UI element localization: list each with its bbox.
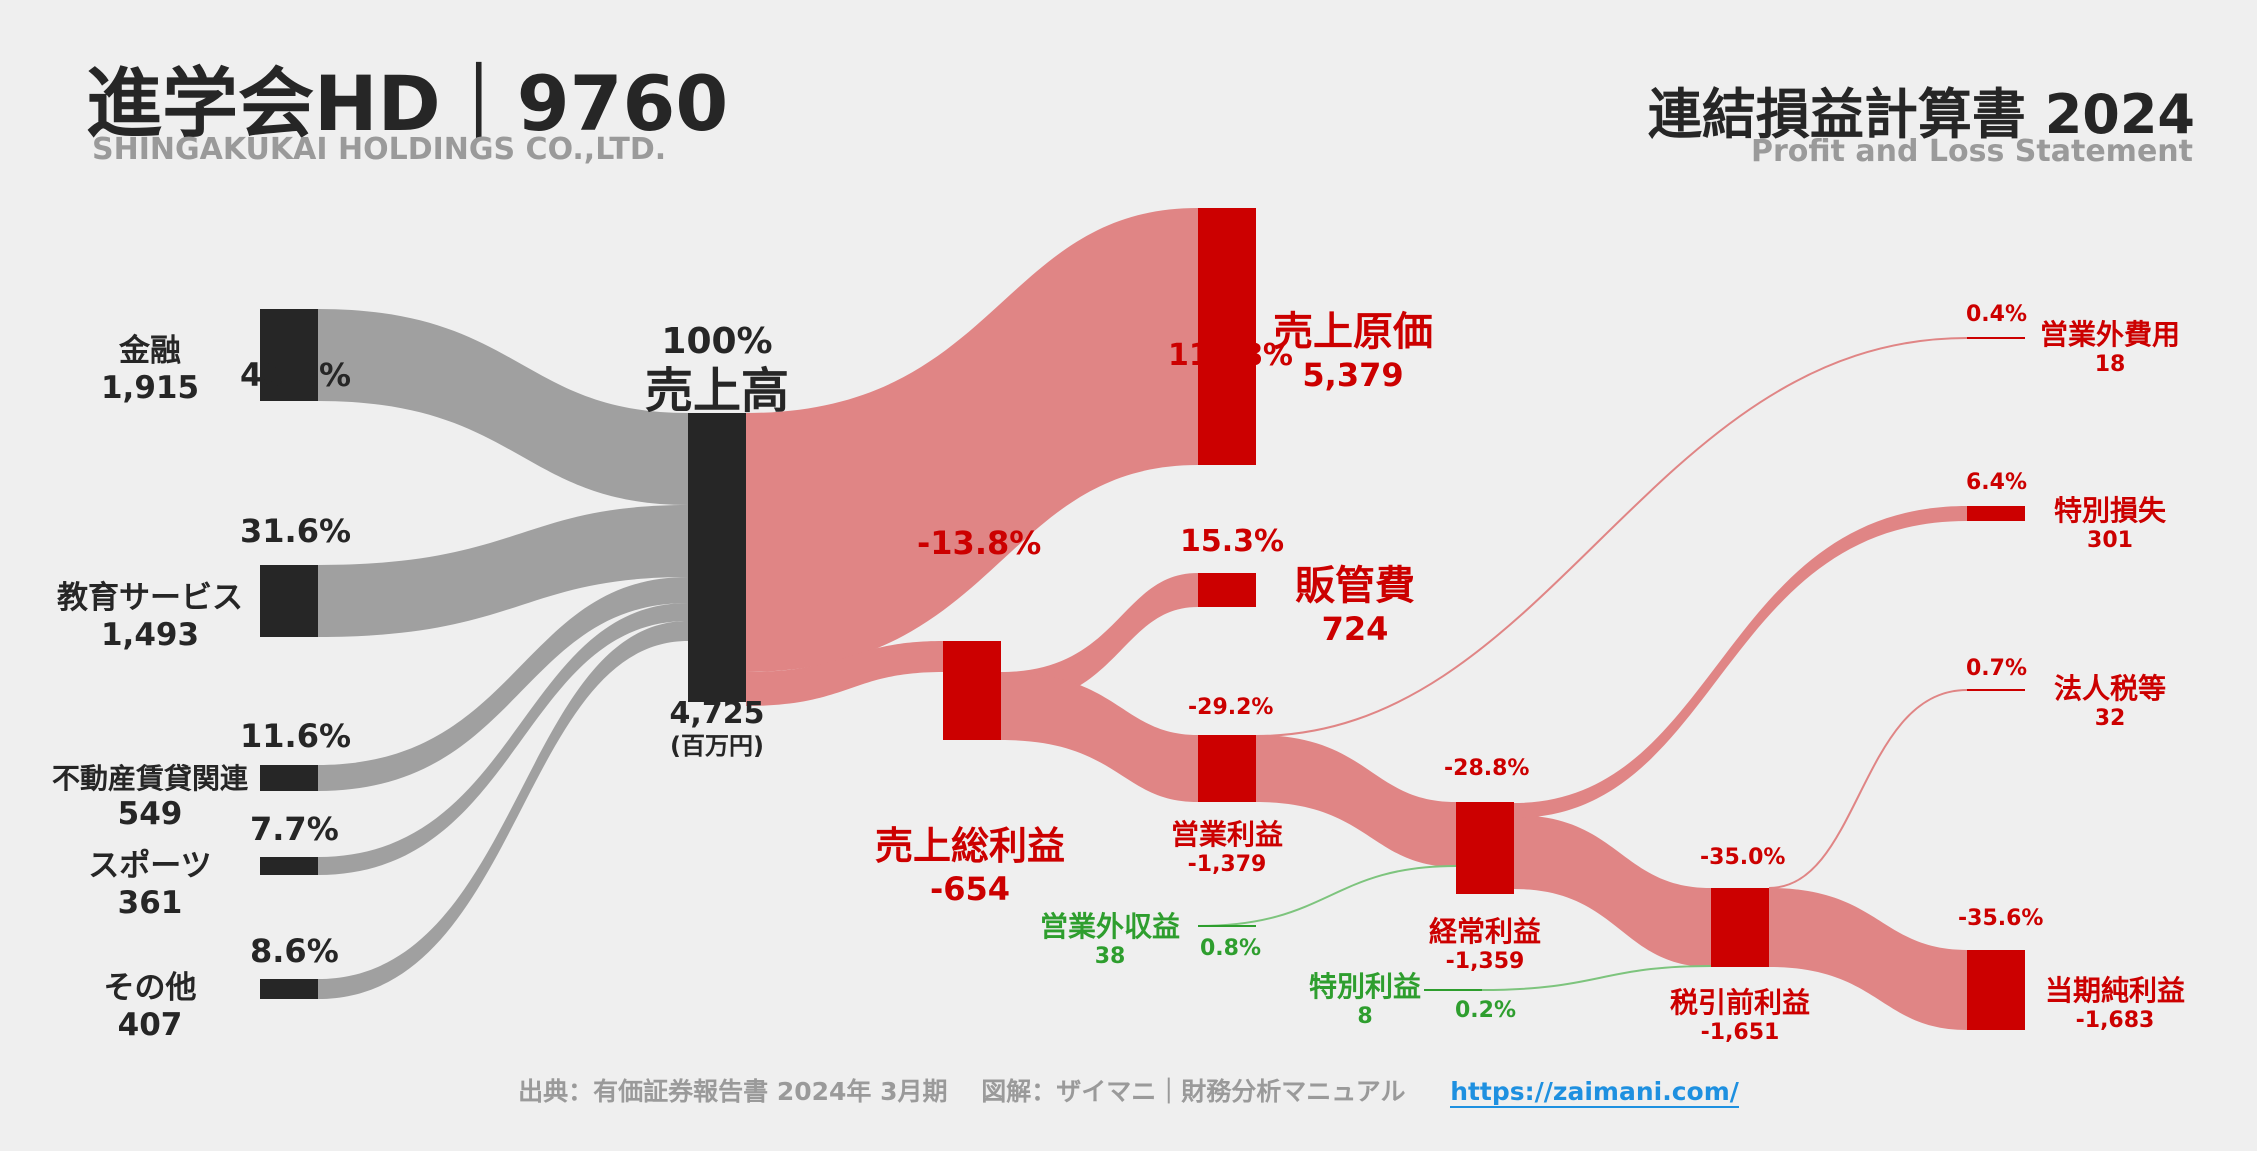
nonop-expense-label: 営業外費用 18 <box>2039 318 2180 377</box>
net-income-label: 当期純利益 -1,683 <box>2044 974 2185 1033</box>
bar-operating-income <box>1198 735 1256 802</box>
footer: 出典：有価証券報告書 2024年 3月期 図解：ザイマニ｜財務分析マニュアル h… <box>0 1072 2257 1108</box>
flow-other-to-revenue <box>318 621 688 999</box>
nonop-income-pct: 0.8% <box>1200 936 1262 961</box>
income-tax-pct: 0.7% <box>1966 656 2028 681</box>
bar-revenue <box>688 413 746 702</box>
footer-source: 出典：有価証券報告書 2024年 3月期 図解：ザイマニ｜財務分析マニュアル <box>518 1077 1406 1106</box>
segment-pct-realestate: 11.6% <box>240 717 352 755</box>
segment-label-education: 教育サービス 1,493 <box>57 580 243 654</box>
operating-income-label: 営業利益 -1,379 <box>1170 818 1283 877</box>
node-bars <box>260 208 2025 1030</box>
ordinary-income-label: 経常利益 -1,359 <box>1428 915 1541 974</box>
flow-extraordinary-income-to-pretax <box>1481 965 1712 991</box>
company-title-en: SHINGAKUKAI HOLDINGS CO.,LTD. <box>92 132 667 167</box>
net-income-pct: -35.6% <box>1958 906 2044 931</box>
bar-net-income <box>1967 950 2025 1030</box>
ordinary-income-pct: -28.8% <box>1444 756 1530 781</box>
bar-extraordinary-loss <box>1967 506 2025 521</box>
segment-pct-other: 8.6% <box>250 932 339 970</box>
segment-label-sports: スポーツ 361 <box>88 848 212 922</box>
bar-other <box>260 979 318 999</box>
gross-profit-label: 売上総利益 -654 <box>874 824 1065 908</box>
extraordinary-loss-label: 特別損失 301 <box>2053 494 2166 553</box>
flow-pretax-to-tax <box>1768 689 1968 889</box>
revenue-value: 4,725 (百万円) <box>669 696 765 760</box>
operating-income-pct: -29.2% <box>1188 695 1274 720</box>
flow-nonop-income-to-ordinary <box>1197 865 1457 927</box>
flow-revenue-to-cost <box>746 208 1198 672</box>
flow-ordinary-to-extraordinary-loss <box>1514 506 1967 818</box>
segment-label-other: その他 407 <box>103 970 197 1044</box>
bar-pretax-income <box>1711 888 1769 967</box>
bar-realestate <box>260 765 318 791</box>
segment-pct-finance: 40.5% <box>240 356 352 394</box>
revenue-label: 100% 売上高 <box>644 321 789 420</box>
bar-finance <box>260 309 318 401</box>
income-tax-label: 法人税等 32 <box>2053 672 2166 731</box>
bar-sga <box>1198 573 1256 607</box>
cost-of-sales-pct: 113.8% <box>1168 338 1293 373</box>
gross-profit-pct: -13.8% <box>917 524 1042 562</box>
segment-label-finance: 金融 1,915 <box>100 333 200 407</box>
flow-realestate-to-revenue <box>318 577 688 791</box>
footer-link[interactable]: https://zaimani.com/ <box>1450 1077 1739 1108</box>
loss-flows <box>746 208 1968 1030</box>
flow-finance-to-revenue <box>318 309 688 505</box>
sga-pct: 15.3% <box>1180 524 1285 559</box>
company-title: 進学会HD｜9760 <box>86 59 729 148</box>
pretax-income-pct: -35.0% <box>1700 845 1786 870</box>
bar-ordinary-income <box>1456 802 1514 894</box>
extraordinary-income-pct: 0.2% <box>1455 998 1517 1023</box>
flow-grossprofit-to-operating <box>1001 672 1198 802</box>
segment-label-realestate: 不動産賃貸関連 549 <box>51 762 248 832</box>
statement-title: 連結損益計算書 2024 <box>1647 83 2195 146</box>
flow-education-to-revenue <box>318 505 688 637</box>
segment-flows <box>318 309 688 999</box>
statement-title-en: Profit and Loss Statement <box>1750 134 2193 169</box>
sga-label: 販管費 724 <box>1295 563 1415 648</box>
bar-gross-profit <box>943 641 1001 740</box>
flow-ordinary-to-pretax <box>1514 815 1711 967</box>
flow-operating-to-nonop-expense <box>1255 337 1968 737</box>
nonop-expense-pct: 0.4% <box>1966 302 2028 327</box>
segment-pct-education: 31.6% <box>240 512 352 550</box>
bar-sports <box>260 857 318 875</box>
bar-cost-of-sales <box>1198 208 1256 465</box>
extraordinary-loss-pct: 6.4% <box>1966 470 2028 495</box>
pretax-income-label: 税引前利益 -1,651 <box>1669 986 1810 1045</box>
extraordinary-income-label: 特別利益 8 <box>1308 970 1421 1029</box>
flow-operating-to-ordinary <box>1256 735 1456 867</box>
flow-grossprofit-to-revenue <box>746 641 943 706</box>
nonop-income-label: 営業外収益 38 <box>1039 910 1180 969</box>
gain-flows <box>1197 865 1712 991</box>
segment-pct-sports: 7.7% <box>250 810 339 848</box>
bar-education <box>260 565 318 637</box>
flow-pretax-to-net <box>1769 888 1967 1030</box>
flow-grossprofit-to-sga <box>1001 573 1198 706</box>
cost-of-sales-label: 売上原価 5,379 <box>1273 309 1433 394</box>
